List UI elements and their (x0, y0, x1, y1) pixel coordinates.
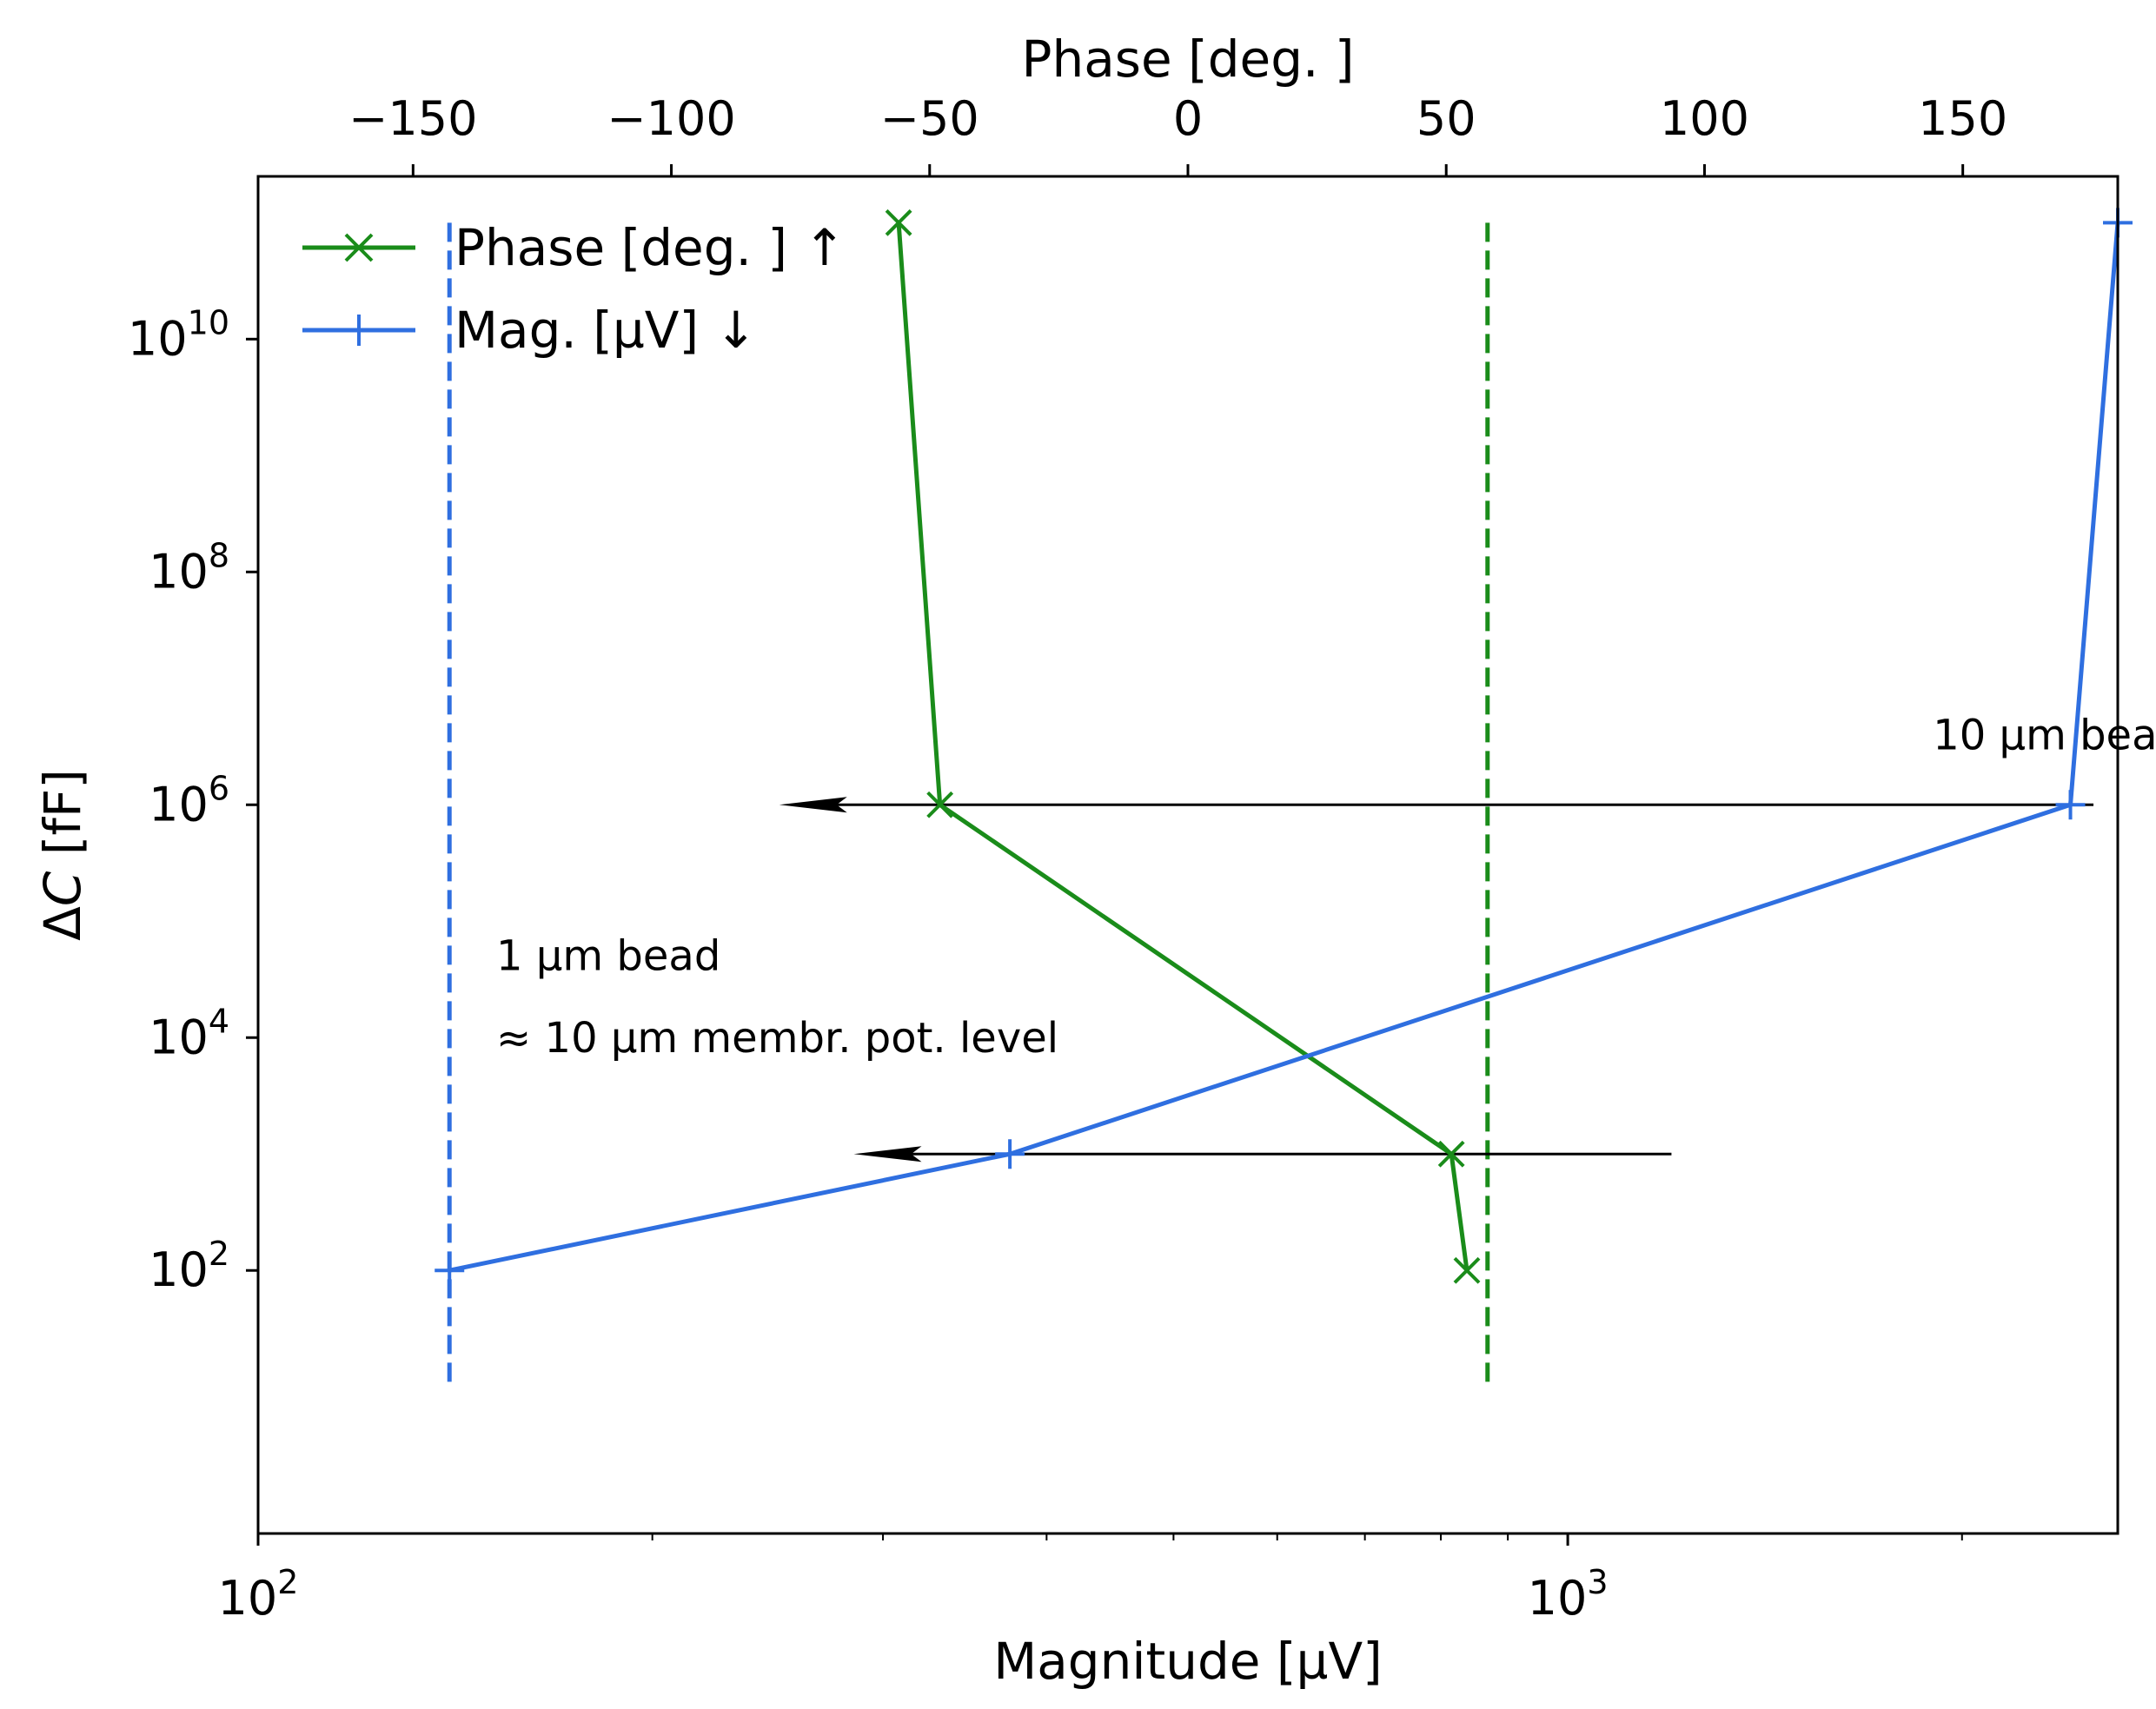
phase-tick-label: 0 (1173, 91, 1203, 146)
legend-phase-marker (344, 233, 374, 262)
phase-tick-label: 100 (1660, 91, 1749, 146)
y-tick-label-exponent: 6 (209, 769, 229, 807)
series-markers (435, 208, 2133, 1286)
y-axis-label-unit: [fF] (33, 769, 92, 871)
y-tick-label-base: 10 (149, 1010, 209, 1064)
y-tick-label-exponent: 4 (209, 1002, 229, 1040)
series-marker-phase (926, 791, 954, 818)
y-tick-label: 106 (149, 769, 229, 831)
y-tick-label-base: 10 (149, 777, 209, 831)
y-tick-label: 104 (149, 1002, 229, 1064)
y-tick-label-exponent: 10 (188, 303, 229, 341)
y-tick-label: 108 (149, 536, 229, 599)
y-tick-label: 1010 (128, 303, 229, 366)
y-axis-label-prefix: Δ (33, 906, 92, 941)
series-marker-magnitude (2055, 790, 2086, 820)
series-lines (448, 222, 2120, 1273)
x-axis-label: Magnitude [µV] (993, 1632, 1383, 1691)
phase-tick-label: −100 (607, 91, 735, 146)
phase-tick-label: 50 (1416, 91, 1476, 146)
annotation-text: 1 µm bead (496, 932, 720, 981)
y-tick-label: 102 (149, 1235, 229, 1297)
arrows (779, 797, 2094, 1163)
top-axis-label: Phase [deg. ] (1021, 30, 1354, 89)
series-marker-phase (885, 209, 912, 236)
axis-ticks (246, 164, 1965, 1546)
arrow-head (779, 797, 847, 813)
legend-phase-label: Phase [deg. ] ↑ (454, 218, 846, 277)
y-tick-label-base: 10 (149, 544, 209, 599)
plot-frame (256, 175, 2120, 1535)
series-marker-phase (1437, 1140, 1465, 1168)
legend: Phase [deg. ] ↑ Mag. [µV] ↓ (302, 218, 846, 360)
legend-magnitude-marker (343, 315, 375, 346)
y-tick-label-exponent: 2 (209, 1235, 229, 1273)
y-axis-label-variable: C (33, 871, 92, 906)
legend-magnitude-label: Mag. [µV] ↓ (454, 301, 757, 360)
series-line-phase (896, 222, 1469, 1271)
legend-entry-phase: Phase [deg. ] ↑ (302, 218, 846, 277)
phase-tick-label: 150 (1918, 91, 2007, 146)
phase-tick-label: −150 (348, 91, 477, 146)
y-tick-label-base: 10 (128, 311, 188, 366)
series-marker-phase (1453, 1256, 1481, 1284)
magnitude-tick-label-exponent: 3 (1587, 1563, 1608, 1601)
annotations: 10 µm bead 1 µm bead ≈ 10 µm membr. pot. l… (496, 711, 2156, 1063)
magnitude-tick-label: 103 (1528, 1563, 1609, 1626)
magnitude-tick-label-base: 10 (1528, 1571, 1588, 1626)
annotation-text: ≈ 10 µm membr. pot. level (496, 1014, 1058, 1063)
series-marker-magnitude (995, 1139, 1025, 1169)
y-tick-label-base: 10 (149, 1242, 209, 1297)
series-marker-magnitude (435, 1255, 465, 1286)
annotation-text: 10 µm bead (1933, 711, 2156, 759)
magnitude-tick-label-exponent: 2 (277, 1563, 298, 1601)
phase-tick-label: −50 (880, 91, 979, 146)
magnitude-tick-label: 102 (218, 1563, 299, 1626)
series-line-magnitude (448, 222, 2120, 1273)
legend-entry-magnitude: Mag. [µV] ↓ (302, 301, 757, 360)
magnitude-tick-label-base: 10 (218, 1571, 278, 1626)
arrow-head (853, 1146, 922, 1163)
y-axis-label: ΔC [fF] (33, 769, 92, 941)
y-tick-label-exponent: 8 (209, 536, 229, 574)
